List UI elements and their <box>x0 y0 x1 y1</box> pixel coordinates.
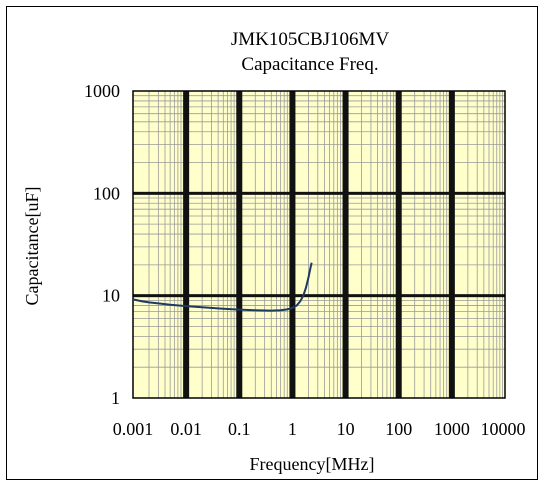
major-gridline-x <box>395 91 402 398</box>
x-axis-label: Frequency[MHz] <box>250 454 375 474</box>
x-tick-label: 1 <box>288 419 297 439</box>
x-tick-label: 0.1 <box>228 419 251 439</box>
major-gridline-x <box>289 91 296 398</box>
chart-title: JMK105CBJ106MV <box>231 29 390 50</box>
major-gridline-x <box>183 91 190 398</box>
x-tick-label: 10000 <box>481 419 526 439</box>
major-gridline-x <box>342 91 349 398</box>
x-tick-labels: 0.001 0.01 0.1 1 10 100 1000 10000 <box>113 419 526 439</box>
y-tick-labels: 1 10 100 1000 <box>84 81 120 408</box>
y-axis-label: Capacitance[uF] <box>22 187 42 306</box>
series-line <box>132 262 313 312</box>
y-tick-label: 1 <box>111 388 120 408</box>
x-tick-label: 0.01 <box>170 419 202 439</box>
major-gridline-y <box>133 191 505 195</box>
major-gridline-x <box>236 91 243 398</box>
chart-subtitle: Capacitance Freq. <box>241 54 378 75</box>
major-gridline-y <box>133 294 505 298</box>
y-tick-label: 100 <box>93 183 120 203</box>
x-tick-label: 100 <box>385 419 412 439</box>
x-tick-label: 10 <box>337 419 355 439</box>
x-tick-label: 0.001 <box>113 419 154 439</box>
major-gridline-x <box>448 91 455 398</box>
y-tick-label: 1000 <box>84 81 120 101</box>
plot-border <box>132 90 506 399</box>
x-tick-label: 1000 <box>434 419 470 439</box>
plot-area <box>133 91 505 398</box>
y-tick-label: 10 <box>102 286 120 306</box>
decade-bands <box>133 91 505 398</box>
